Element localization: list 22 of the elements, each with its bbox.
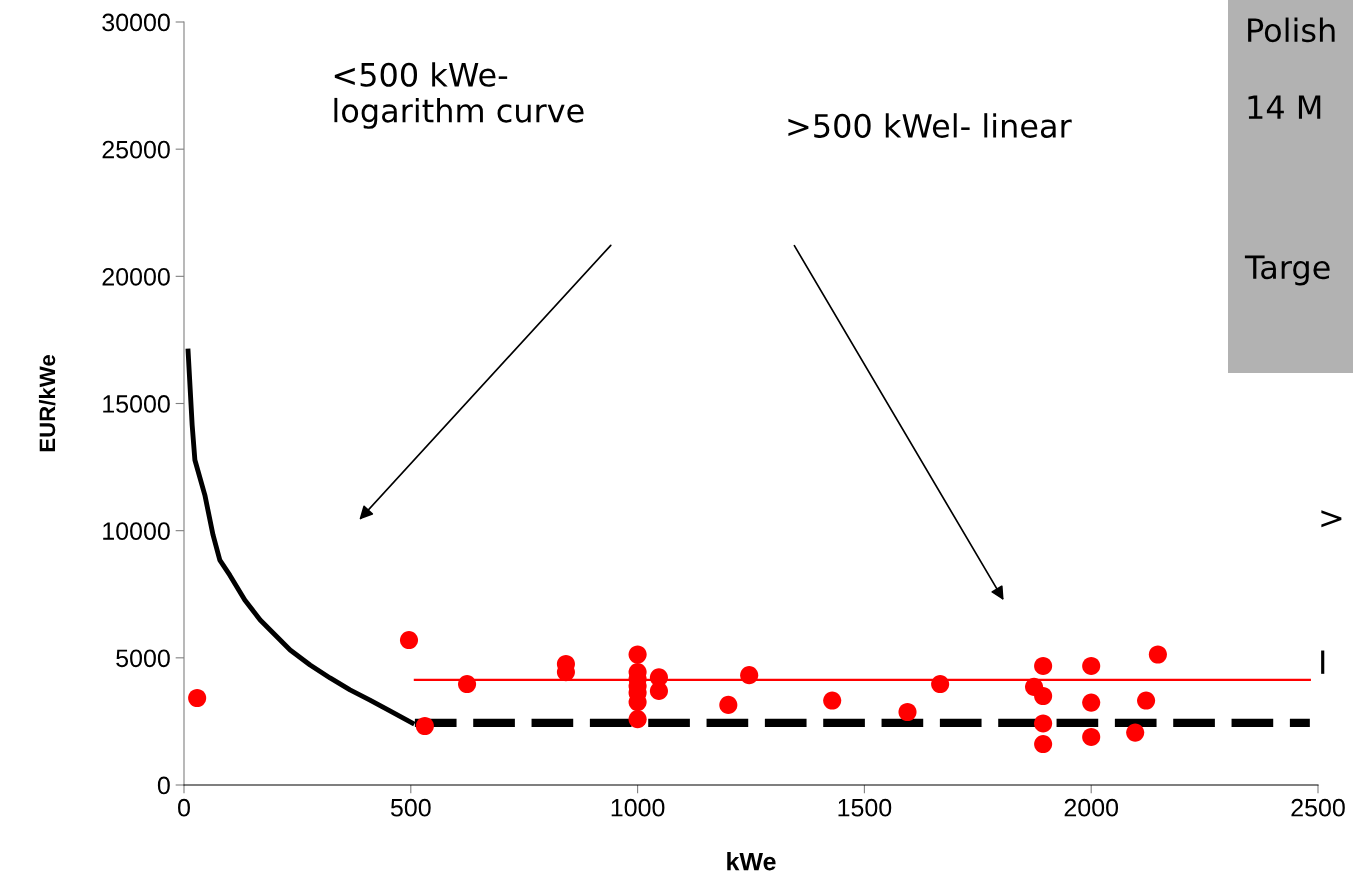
text: >	[1321, 510, 1342, 528]
x-tick-label: 1500	[838, 798, 892, 817]
x-tick-label: 1000	[611, 798, 665, 817]
y-tick-label: 15000	[103, 395, 170, 413]
x-tick-label: 2000	[1064, 798, 1119, 817]
text: I	[1321, 650, 1325, 674]
x-tick-label: 0	[178, 798, 190, 817]
y-tick-label: 30000	[102, 13, 170, 32]
annotation: Targe	[1244, 255, 1330, 286]
x-axis-title: kWe	[727, 852, 776, 871]
y-tick-label: 10000	[103, 522, 170, 540]
y-tick-label: 25000	[102, 140, 170, 159]
annotation: >500 kWel- linear	[788, 113, 1072, 138]
annotation: <500 kWe- logarithm curve	[334, 62, 584, 129]
y-tick-label: 20000	[102, 267, 170, 286]
annotation: 14 M	[1248, 95, 1321, 119]
x-tick-label: 500	[390, 798, 431, 817]
y-axis-title: EUR/kWe	[38, 355, 56, 452]
annotation: Polish	[1248, 17, 1335, 43]
x-tick-label: 2500	[1291, 798, 1345, 817]
y-tick-label: 0	[157, 776, 170, 795]
y-tick-label: 5000	[116, 649, 170, 668]
